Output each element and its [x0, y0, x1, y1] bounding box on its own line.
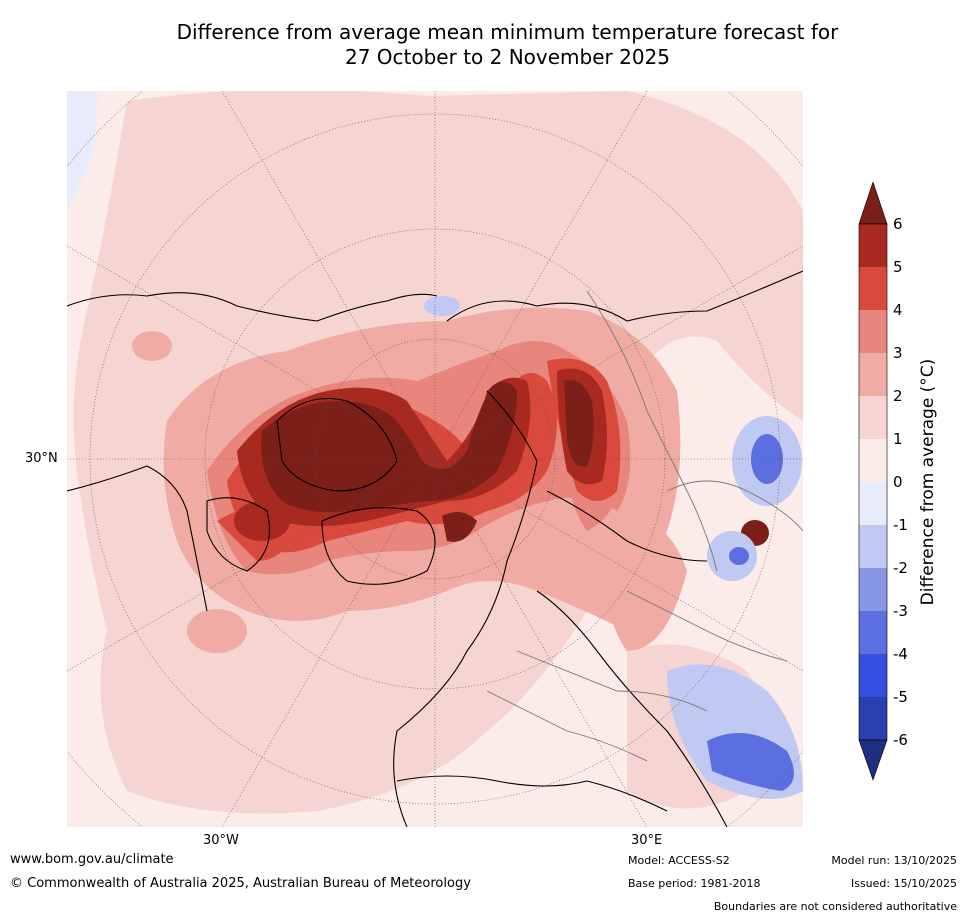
lon-label-30e: 30°E	[631, 833, 663, 848]
model-run-date: Model run: 13/10/2025	[831, 854, 957, 867]
colorbar-swatch-gt6	[858, 182, 888, 225]
colorbar-tick-3: 3	[893, 344, 903, 362]
title-line-1: Difference from average mean minimum tem…	[176, 20, 839, 44]
colorbar-axis-label-text: Difference from average (°C)	[918, 358, 938, 606]
colorbar-swatch-m3tom2	[859, 568, 887, 611]
anomaly-cool-patch-nw	[67, 91, 98, 211]
colorbar	[858, 182, 888, 781]
coastlines	[67, 270, 803, 827]
boundaries-disclaimer: Boundaries are not considered authoritat…	[713, 900, 957, 913]
colorbar-tick-m5: -5	[893, 688, 908, 706]
temperature-anomaly-map	[67, 91, 803, 827]
colorbar-swatch-2to3	[859, 353, 887, 396]
copyright-notice: © Commonwealth of Australia 2025, Austra…	[10, 876, 471, 891]
colorbar-swatch-m2tom1	[859, 525, 887, 568]
anomaly-band-gt6	[261, 380, 769, 546]
colorbar-swatch-0to1	[859, 439, 887, 482]
colorbar-tick-m2: -2	[893, 559, 908, 577]
colorbar-tick-m6: -6	[893, 731, 908, 749]
colorbar-tick-m3: -3	[893, 602, 908, 620]
base-period: Base period: 1981-2018	[628, 877, 761, 890]
colorbar-tick-2: 2	[893, 387, 903, 405]
lat-label-30n: 30°N	[25, 451, 58, 466]
colorbar-swatch-m1to0	[859, 482, 887, 525]
colorbar-tick-4: 4	[893, 301, 903, 319]
map-title: Difference from average mean minimum tem…	[0, 20, 965, 70]
issued-date: Issued: 15/10/2025	[850, 877, 957, 890]
colorbar-swatch-1to2	[859, 396, 887, 439]
graticule	[67, 91, 803, 827]
title-line-2: 27 October to 2 November 2025	[344, 45, 671, 69]
colorbar-tick-0: 0	[893, 473, 903, 491]
colorbar-swatch-ltm6	[858, 739, 888, 781]
colorbar-tick-m4: -4	[893, 645, 908, 663]
colorbar-swatch-5to6	[859, 224, 887, 267]
website-link[interactable]: www.bom.gov.au/climate	[10, 852, 174, 867]
colorbar-tick-m1: -1	[893, 516, 908, 534]
model-name: Model: ACCESS-S2	[628, 854, 730, 867]
colorbar-tick-1: 1	[893, 430, 903, 448]
colorbar-swatch-3to4	[859, 310, 887, 353]
colorbar-swatch-m4tom3	[859, 611, 887, 654]
colorbar-swatch-m6tom5	[859, 697, 887, 740]
colorbar-tick-5: 5	[893, 258, 903, 276]
lon-label-30w: 30°W	[203, 833, 239, 848]
country-borders	[486, 290, 803, 762]
colorbar-swatch-4to5	[859, 267, 887, 310]
colorbar-swatch-m5tom4	[859, 654, 887, 697]
colorbar-tick-6: 6	[893, 215, 903, 233]
map-canvas	[67, 91, 803, 827]
